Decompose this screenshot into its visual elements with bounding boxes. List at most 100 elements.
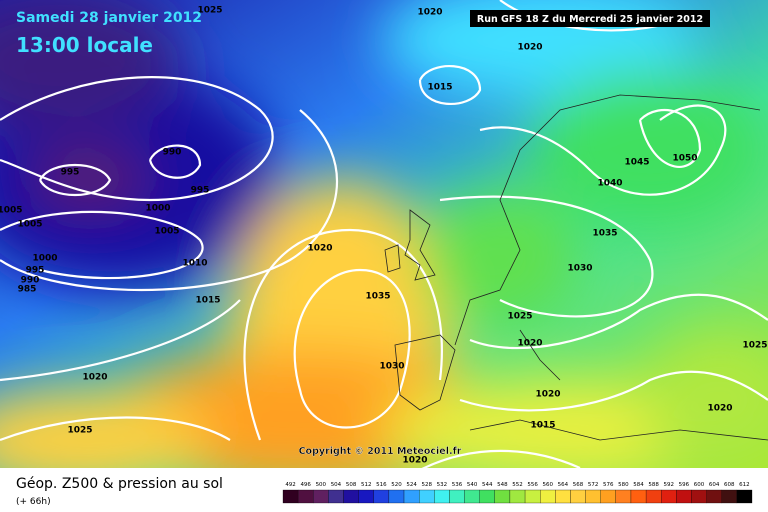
legend-label: 508 (346, 482, 357, 488)
legend-label: 524 (406, 482, 417, 488)
legend-label: 544 (482, 482, 493, 488)
isobar-label: 990 (163, 148, 182, 158)
isobar-label: 1035 (592, 229, 617, 239)
legend-label: 548 (497, 482, 508, 488)
legend-swatch (297, 489, 314, 504)
legend-swatch (661, 489, 677, 504)
isobar-label: 1040 (597, 179, 622, 189)
isobar-label: 1005 (17, 220, 42, 230)
legend-swatch (721, 489, 738, 504)
legend-swatch (388, 489, 405, 504)
legend-swatch (555, 489, 571, 504)
legend-swatch (736, 489, 753, 504)
legend: 492 496 500 504 508 512 516 520 524 528 532 536 540 5… (282, 482, 753, 504)
legend-swatch (343, 489, 359, 504)
legend-label: 492 (285, 482, 296, 488)
isobar-label: 990 (21, 276, 40, 286)
legend-label: 540 (467, 482, 478, 488)
legend-label: 568 (573, 482, 584, 488)
isobar-label: 1020 (307, 244, 332, 254)
legend-label: 560 (543, 482, 554, 488)
legend-label: 512 (361, 482, 372, 488)
footer-title: Géop. Z500 & pression au sol (16, 476, 223, 492)
isobar-label: 1035 (365, 292, 390, 302)
isobar-label: 1050 (672, 154, 697, 164)
isobar-label: 1020 (402, 456, 427, 466)
legend-label: 592 (664, 482, 675, 488)
isobar-label: 1020 (517, 339, 542, 349)
isobar-label: 995 (26, 266, 45, 276)
isobar-label: 1025 (67, 426, 92, 436)
legend-label: 604 (709, 482, 720, 488)
legend-swatch (630, 489, 647, 504)
legend-swatch (676, 489, 692, 504)
date: Samedi 28 janvier 2012 (16, 10, 202, 26)
isobar-label: 1030 (567, 264, 592, 274)
legend-swatch (691, 489, 707, 504)
run-box (470, 10, 710, 27)
legend-label: 580 (618, 482, 629, 488)
isobar-label: 1020 (517, 43, 542, 53)
legend-swatch (419, 489, 435, 504)
isobar-label: 1000 (32, 254, 57, 264)
coastlines (384, 94, 768, 441)
legend-label: 520 (391, 482, 402, 488)
isobar-label: 1030 (379, 362, 404, 372)
legend-swatch (494, 489, 511, 504)
legend-label: 500 (316, 482, 327, 488)
legend-label: 600 (694, 482, 705, 488)
legend-label: 504 (331, 482, 342, 488)
legend-label: 564 (558, 482, 569, 488)
legend-swatch (313, 489, 329, 504)
isobar-label: 1000 (145, 204, 170, 214)
legend-label: 496 (300, 482, 311, 488)
isobar-label: 1045 (624, 158, 649, 168)
legend-label: 528 (421, 482, 432, 488)
legend-label: 596 (679, 482, 690, 488)
legend-swatch (509, 489, 526, 504)
legend-swatch (524, 489, 541, 504)
legend-swatch (434, 489, 450, 504)
legend-swatch (464, 489, 480, 504)
legend-label: 536 (452, 482, 463, 488)
legend-swatch (540, 489, 556, 504)
field (0, 0, 768, 468)
legend-swatch (403, 489, 420, 504)
isobar-label: 1005 (0, 206, 23, 216)
isobar-label: 1010 (182, 259, 207, 269)
legend-label: 584 (633, 482, 644, 488)
legend-swatch (645, 489, 662, 504)
isobar-label: 1015 (195, 296, 220, 306)
isobar-label: 1025 (742, 341, 767, 351)
legend-label: 556 (527, 482, 538, 488)
isobar-labels: 1025 102010201015990995995100510051000100… (0, 6, 768, 466)
isobar-label: 1005 (154, 227, 179, 237)
isobar-label: 1020 (707, 404, 732, 414)
legend-swatch (600, 489, 616, 504)
isobar-label: 1015 (530, 421, 555, 431)
legend-swatch (373, 489, 390, 504)
legend-swatch (585, 489, 601, 504)
footer-lead: (+ 66h) (16, 497, 51, 507)
isobar-label: 1020 (417, 8, 442, 18)
isobar-label: 995 (61, 168, 80, 178)
legend-label: 572 (588, 482, 599, 488)
legend-swatch (706, 489, 722, 504)
legend-swatch (615, 489, 632, 504)
isobar-label: 1020 (82, 373, 107, 383)
legend-label: 552 (512, 482, 523, 488)
legend-label: 532 (437, 482, 448, 488)
legend-swatch (449, 489, 465, 504)
legend-label: 588 (648, 482, 659, 488)
legend-swatch (358, 489, 374, 504)
isobar-label: 985 (18, 285, 37, 295)
run-info: Run GFS 18 Z du Mercredi 25 janvier 2012 (477, 14, 703, 25)
legend-label: 516 (376, 482, 387, 488)
legend-swatch (479, 489, 495, 504)
legend-label: 576 (603, 482, 614, 488)
isobar-label: 1020 (535, 390, 560, 400)
legend-label: 612 (739, 482, 750, 488)
copyright: Copyright © 2011 Meteociel.fr (299, 446, 462, 457)
time: 13:00 locale (16, 33, 153, 57)
